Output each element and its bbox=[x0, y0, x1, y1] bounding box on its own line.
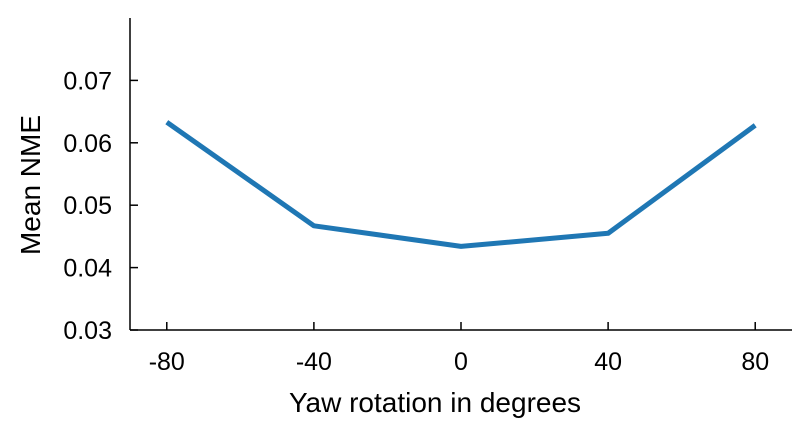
x-tick-label: -40 bbox=[296, 348, 332, 376]
y-axis-title: Mean NME bbox=[15, 115, 46, 255]
x-tick-label: 80 bbox=[741, 348, 769, 376]
series-line-0 bbox=[165, 120, 757, 249]
y-tick-label: 0.07 bbox=[63, 67, 112, 95]
y-tick-label: 0.04 bbox=[63, 255, 112, 283]
plot-area: 0.03 0.04 0.05 0.06 0.07 -80 -40 0 40 80 bbox=[63, 18, 792, 376]
x-tick-label: -80 bbox=[149, 348, 185, 376]
y-tick-label: 0.06 bbox=[63, 130, 112, 158]
y-tick-label: 0.05 bbox=[63, 192, 112, 220]
x-axis-title: Yaw rotation in degrees bbox=[289, 387, 581, 418]
y-ticks: 0.03 0.04 0.05 0.06 0.07 bbox=[63, 67, 138, 345]
series-group bbox=[165, 120, 757, 249]
x-ticks: -80 -40 0 40 80 bbox=[149, 322, 769, 376]
y-tick-label: 0.03 bbox=[63, 317, 112, 345]
x-tick-label: 40 bbox=[594, 348, 622, 376]
x-tick-label: 0 bbox=[454, 348, 468, 376]
